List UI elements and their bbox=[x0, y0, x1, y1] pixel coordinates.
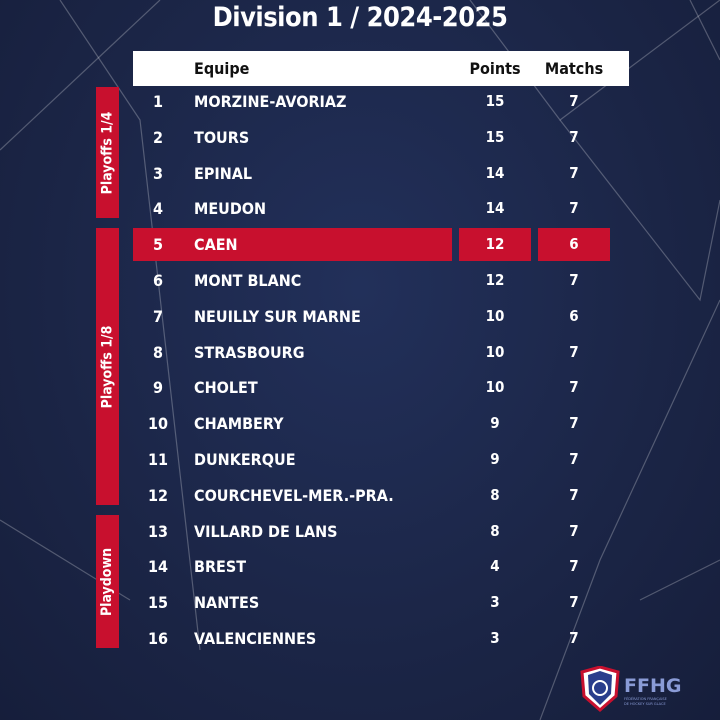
points: 10 bbox=[485, 342, 505, 361]
matches: 7 bbox=[569, 629, 579, 647]
group-label-text: Playoffs 1/4 bbox=[99, 111, 116, 194]
team-name: EPINAL bbox=[194, 163, 253, 183]
table-row: 14 BREST 4 7 bbox=[133, 549, 629, 585]
table-row: 2 TOURS 15 7 bbox=[133, 120, 629, 156]
team-name: MEUDON bbox=[194, 199, 267, 219]
matches: 7 bbox=[569, 271, 579, 289]
matches: 7 bbox=[569, 127, 579, 146]
team-name: NEUILLY SUR MARNE bbox=[194, 306, 361, 326]
ffhg-logo: FFHG FÉDÉRATION FRANÇAISE DE HOCKEY SUR … bbox=[580, 666, 681, 712]
group-label-playdown: Playdown bbox=[96, 515, 119, 648]
table-row: 13 VILLARD DE LANS 8 7 bbox=[133, 514, 629, 550]
team-name: BREST bbox=[194, 557, 247, 577]
rank: 10 bbox=[147, 414, 169, 434]
points: 9 bbox=[490, 414, 500, 433]
svg-text:FÉDÉRATION FRANÇAISE: FÉDÉRATION FRANÇAISE bbox=[624, 696, 667, 701]
table-row: 5 CAEN 12 6 bbox=[133, 227, 629, 263]
table-row: 11 DUNKERQUE 9 7 bbox=[133, 442, 629, 478]
table-row: 15 NANTES 3 7 bbox=[133, 585, 629, 621]
team-name: MONT BLANC bbox=[194, 271, 302, 290]
table-row: 4 MEUDON 14 7 bbox=[133, 191, 629, 227]
table-row: 1 MORZINE-AVORIAZ 15 7 bbox=[133, 84, 629, 120]
table-row: 12 COURCHEVEL-MER.-PRA. 8 7 bbox=[133, 478, 629, 514]
table-row: 6 MONT BLANC 12 7 bbox=[133, 263, 629, 299]
table-row: 7 NEUILLY SUR MARNE 10 6 bbox=[133, 299, 629, 335]
points: 12 bbox=[485, 235, 505, 254]
rank: 16 bbox=[147, 629, 169, 648]
team-name: MORZINE-AVORIAZ bbox=[194, 92, 347, 111]
rank: 12 bbox=[147, 485, 169, 505]
rank: 3 bbox=[152, 163, 163, 183]
matches: 7 bbox=[569, 414, 579, 433]
page-title: Division 1 / 2024-2025 bbox=[212, 2, 508, 33]
points: 8 bbox=[490, 521, 500, 540]
highlight-bar bbox=[459, 228, 531, 262]
points: 10 bbox=[485, 306, 505, 325]
team-name: TOURS bbox=[194, 127, 250, 147]
group-label-text: Playdown bbox=[99, 547, 116, 616]
highlight-bar bbox=[538, 228, 610, 262]
points: 9 bbox=[490, 450, 500, 468]
matches: 7 bbox=[569, 521, 579, 540]
table-row: 10 CHAMBERY 9 7 bbox=[133, 406, 629, 442]
points: 15 bbox=[485, 127, 505, 146]
matches: 7 bbox=[569, 450, 579, 468]
team-name: NANTES bbox=[194, 593, 260, 613]
rank: 14 bbox=[147, 557, 169, 577]
points: 15 bbox=[485, 92, 505, 110]
points: 3 bbox=[490, 629, 500, 647]
group-label-text: Playoffs 1/8 bbox=[99, 325, 116, 408]
table-row: 8 STRASBOURG 10 7 bbox=[133, 335, 629, 371]
header-matches: Matchs bbox=[544, 59, 604, 78]
rank: 4 bbox=[152, 199, 163, 219]
points: 10 bbox=[485, 378, 505, 397]
points: 4 bbox=[490, 557, 500, 576]
team-name: CAEN bbox=[194, 235, 238, 255]
matches: 6 bbox=[569, 235, 579, 254]
team-name: DUNKERQUE bbox=[194, 450, 296, 469]
points: 12 bbox=[485, 271, 505, 289]
points: 14 bbox=[485, 199, 505, 218]
matches: 6 bbox=[569, 306, 579, 325]
table-row: 9 CHOLET 10 7 bbox=[133, 370, 629, 406]
matches: 7 bbox=[569, 342, 579, 361]
matches: 7 bbox=[569, 199, 579, 218]
table-row: 16 VALENCIENNES 3 7 bbox=[133, 621, 629, 657]
svg-text:DE HOCKEY SUR GLACE: DE HOCKEY SUR GLACE bbox=[624, 702, 666, 706]
table-header: Equipe Points Matchs bbox=[133, 51, 629, 86]
matches: 7 bbox=[569, 593, 579, 612]
team-name: STRASBOURG bbox=[194, 342, 305, 362]
points: 8 bbox=[490, 485, 500, 504]
rank: 13 bbox=[147, 521, 169, 541]
svg-text:FFHG: FFHG bbox=[624, 675, 681, 697]
group-label-playoffs-quarter: Playoffs 1/4 bbox=[96, 87, 119, 218]
rank: 15 bbox=[147, 593, 169, 613]
rank: 1 bbox=[152, 92, 163, 111]
header-points: Points bbox=[469, 59, 521, 78]
team-name: VILLARD DE LANS bbox=[194, 521, 338, 541]
points: 14 bbox=[485, 163, 505, 182]
rank: 2 bbox=[152, 127, 163, 147]
group-label-playoffs-eighth: Playoffs 1/8 bbox=[96, 228, 119, 505]
matches: 7 bbox=[569, 557, 579, 576]
points: 3 bbox=[490, 593, 500, 612]
highlight-bar bbox=[133, 228, 452, 262]
table-row: 3 EPINAL 14 7 bbox=[133, 156, 629, 192]
matches: 7 bbox=[569, 163, 579, 182]
rank: 7 bbox=[152, 306, 163, 326]
rank: 9 bbox=[152, 378, 163, 398]
rank: 11 bbox=[147, 450, 169, 469]
matches: 7 bbox=[569, 485, 579, 504]
rank: 8 bbox=[152, 342, 163, 362]
matches: 7 bbox=[569, 92, 579, 110]
header-team: Equipe bbox=[194, 59, 250, 78]
rank: 6 bbox=[152, 271, 163, 290]
team-name: VALENCIENNES bbox=[194, 629, 317, 648]
team-name: CHAMBERY bbox=[194, 414, 284, 434]
team-name: COURCHEVEL-MER.-PRA. bbox=[194, 485, 394, 505]
team-name: CHOLET bbox=[194, 378, 258, 398]
matches: 7 bbox=[569, 378, 579, 397]
rank: 5 bbox=[152, 235, 163, 255]
